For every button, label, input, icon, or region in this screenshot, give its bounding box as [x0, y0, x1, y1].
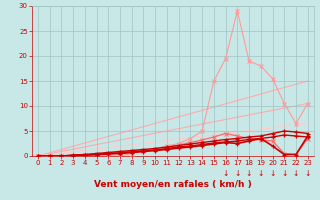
Text: ↓: ↓ [234, 169, 241, 178]
Text: ↓: ↓ [305, 169, 311, 178]
Text: ↓: ↓ [258, 169, 264, 178]
X-axis label: Vent moyen/en rafales ( km/h ): Vent moyen/en rafales ( km/h ) [94, 180, 252, 189]
Text: ↓: ↓ [293, 169, 299, 178]
Text: ↓: ↓ [281, 169, 287, 178]
Text: ↓: ↓ [269, 169, 276, 178]
Text: ↓: ↓ [222, 169, 229, 178]
Text: ↓: ↓ [246, 169, 252, 178]
